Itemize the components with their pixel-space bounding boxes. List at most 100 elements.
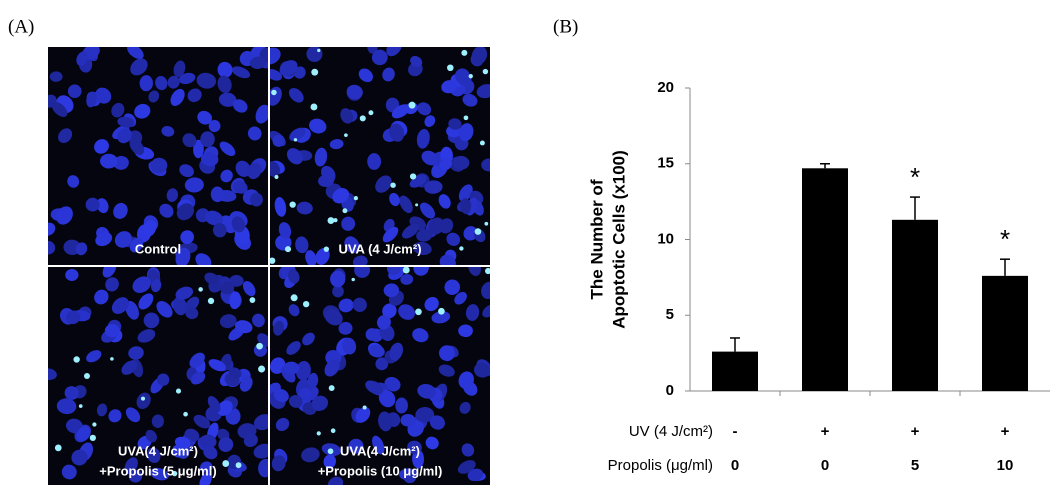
cell-nucleus [86, 350, 102, 363]
cell-nucleus [311, 395, 329, 411]
cell-nucleus [441, 80, 457, 94]
cell-nucleus [65, 268, 79, 281]
apoptotic-spot [482, 68, 489, 75]
apoptotic-spot [289, 201, 296, 208]
cell-nucleus [329, 139, 344, 150]
apoptotic-spot [461, 49, 468, 56]
cell-nucleus [231, 66, 251, 79]
row-cell: + [911, 423, 920, 440]
cell-nucleus [200, 152, 219, 167]
cell-nucleus [114, 231, 132, 248]
apoptotic-spot [415, 308, 422, 316]
cell-nucleus [208, 119, 221, 133]
cell-nucleus [446, 232, 461, 247]
cell-nucleus [67, 175, 80, 188]
apoptotic-spot [323, 246, 330, 252]
cell-nucleus [85, 197, 100, 212]
cell-nucleus [166, 188, 179, 202]
cell-nucleus [444, 279, 461, 295]
cell-nucleus [247, 162, 262, 180]
cell-nucleus [270, 47, 281, 65]
cell-nucleus [139, 75, 153, 92]
cell-nucleus [338, 298, 354, 313]
apoptotic-spot [110, 357, 114, 361]
cell-nucleus [459, 401, 471, 414]
cell-nucleus [428, 217, 445, 235]
cell-nucleus [228, 367, 242, 379]
cell-nucleus [341, 216, 356, 231]
cell-nucleus [382, 67, 395, 82]
cell-nucleus [151, 414, 164, 428]
cell-nucleus [309, 118, 327, 134]
cell-nucleus [286, 148, 303, 165]
cell-nucleus [346, 84, 363, 100]
cell-nucleus [439, 158, 452, 171]
cell-nucleus [358, 68, 373, 83]
cell-nucleus [288, 88, 304, 103]
cell-nucleus [229, 291, 241, 310]
image-caption: UVA(4 J/cm²) [118, 443, 198, 458]
cell-nucleus [289, 127, 306, 141]
cell-nucleus [482, 304, 490, 318]
cell-nucleus [96, 403, 108, 417]
cell-nucleus [48, 222, 56, 236]
cell-nucleus [305, 250, 317, 265]
cell-nucleus [273, 388, 289, 403]
cell-nucleus [111, 297, 129, 314]
cell-nucleus [185, 307, 199, 320]
cell-nucleus [371, 49, 388, 66]
cell-nucleus [117, 116, 135, 128]
apoptotic-spot [302, 300, 310, 308]
cell-nucleus [399, 195, 413, 214]
cell-nucleus [476, 84, 490, 99]
cell-nucleus [129, 138, 145, 156]
cell-nucleus [173, 60, 186, 78]
image-caption: Control [135, 241, 181, 256]
cell-nucleus [130, 58, 148, 76]
y-tick-label: 5 [666, 306, 674, 323]
cell-nucleus [438, 194, 451, 209]
cell-nucleus [372, 435, 385, 455]
cell-nucleus [327, 476, 344, 485]
cell-nucleus [113, 202, 128, 219]
apoptotic-spot [402, 267, 410, 274]
cell-nucleus [175, 286, 194, 300]
cell-nucleus [136, 392, 151, 409]
cell-nucleus [200, 461, 213, 473]
cell-nucleus [391, 104, 410, 119]
cell-nucleus [196, 72, 217, 89]
cell-nucleus [235, 160, 251, 177]
apoptotic-spot [171, 470, 178, 477]
cell-nucleus [105, 277, 119, 292]
apoptotic-spot [327, 448, 334, 455]
apoptotic-spot [311, 68, 319, 76]
cell-nucleus [410, 56, 423, 68]
cell-nucleus [172, 444, 183, 458]
apoptotic-spot [390, 182, 396, 188]
apoptotic-spot [409, 173, 417, 180]
significance-mark: * [910, 162, 920, 192]
cell-nucleus [295, 360, 311, 381]
cell-nucleus [150, 467, 169, 481]
cell-nucleus [61, 464, 77, 480]
cell-nucleus [355, 407, 371, 423]
cell-nucleus [96, 198, 109, 214]
cell-nucleus [288, 394, 303, 408]
cell-nucleus [368, 344, 385, 358]
cell-nucleus [210, 186, 225, 203]
cell-nucleus [273, 320, 285, 336]
cell-nucleus [354, 267, 371, 278]
cell-nucleus [431, 311, 451, 324]
cell-nucleus [286, 341, 301, 355]
y-tick-label: 15 [657, 155, 674, 172]
cell-nucleus [58, 128, 73, 144]
cell-nucleus [204, 272, 219, 285]
row-cell: + [821, 423, 830, 440]
cell-nucleus [415, 407, 435, 423]
cell-nucleus [481, 281, 490, 299]
cell-nucleus [389, 123, 405, 142]
y-tick-label: 0 [666, 382, 674, 399]
image-caption: UVA (4 J/cm²) [338, 241, 421, 256]
cell-nucleus [287, 269, 300, 284]
cell-nucleus [403, 470, 417, 484]
